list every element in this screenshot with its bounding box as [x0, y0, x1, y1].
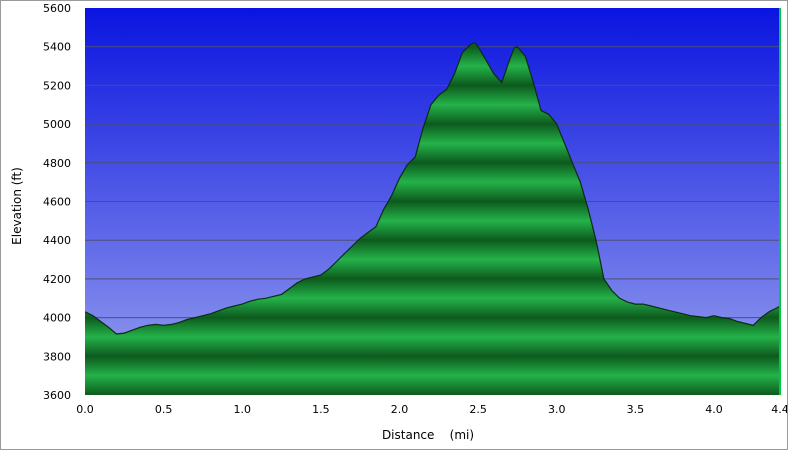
y-tick-label: 4200	[43, 273, 71, 286]
y-tick-label: 3600	[43, 389, 71, 402]
y-tick-label: 5600	[43, 2, 71, 15]
x-tick-label: 2.0	[391, 403, 409, 416]
elevation-line	[85, 42, 780, 335]
y-axis-ticks: 3600 3800 4000 4200 4400 4600 4800 5000 5200 5400…	[43, 2, 71, 402]
y-tick-label: 4600	[43, 196, 71, 209]
x-tick-label: 3.5	[627, 403, 645, 416]
x-tick-label: 1.5	[312, 403, 330, 416]
y-tick-label: 5000	[43, 118, 71, 131]
x-tick-label: 2.5	[469, 403, 487, 416]
x-axis-ticks: 0.0 0.5 1.0 1.5 2.0 2.5 3.0 3.5 4.0 4.4	[76, 403, 787, 416]
y-axis-title: Elevation (ft)	[10, 167, 24, 245]
y-tick-label: 5400	[43, 41, 71, 54]
y-tick-label: 4000	[43, 312, 71, 325]
x-tick-label: 3.0	[548, 403, 566, 416]
x-tick-label: 4.0	[705, 403, 723, 416]
x-tick-label: 0.5	[155, 403, 173, 416]
x-tick-label: 1.0	[233, 403, 251, 416]
x-tick-label: 0.0	[76, 403, 94, 416]
y-tick-label: 4400	[43, 234, 71, 247]
x-tick-label: 4.4	[771, 403, 787, 416]
y-tick-label: 3800	[43, 350, 71, 363]
x-axis-title: Distance (mi)	[382, 428, 474, 442]
y-tick-label: 4800	[43, 157, 71, 170]
elevation-area	[85, 42, 780, 395]
y-tick-label: 5200	[43, 79, 71, 92]
